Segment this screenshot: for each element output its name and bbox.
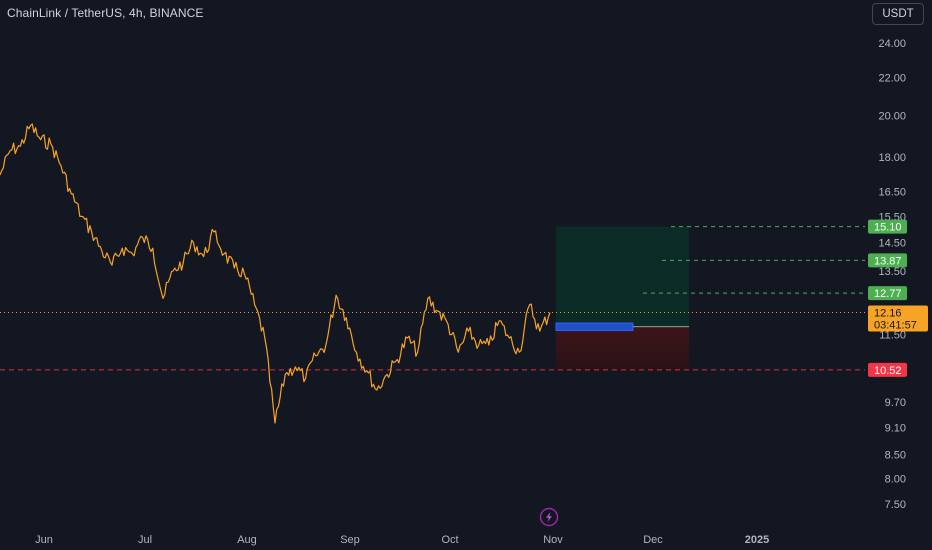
profit-zone[interactable] bbox=[556, 226, 689, 327]
entry-zone[interactable] bbox=[555, 322, 634, 331]
x-axis[interactable]: Jun Jul Aug Sep Oct Nov Dec 2025 bbox=[35, 534, 769, 546]
take-profit-price-badge bbox=[868, 253, 907, 268]
y-tick-label: 16.50 bbox=[878, 187, 906, 199]
x-tick-label: Dec bbox=[643, 534, 663, 546]
y-tick-label: 8.50 bbox=[885, 449, 906, 461]
loss-zone[interactable] bbox=[556, 326, 689, 370]
y-tick-label: 9.70 bbox=[885, 397, 906, 409]
x-tick-label: Jul bbox=[138, 534, 152, 546]
x-tick-label: Oct bbox=[441, 534, 458, 546]
y-tick-label: 18.00 bbox=[878, 152, 906, 164]
x-tick-label: 2025 bbox=[745, 534, 769, 546]
x-tick-label: Nov bbox=[543, 534, 563, 546]
stop-loss-price-badge bbox=[868, 362, 907, 377]
y-tick-label: 8.00 bbox=[885, 473, 906, 485]
take-profit-price-badge-text: 13.87 bbox=[874, 255, 902, 267]
chart-title: ChainLink / TetherUS, 4h, BINANCE bbox=[7, 6, 204, 20]
y-tick-label: 13.50 bbox=[878, 266, 906, 278]
y-tick-label: 24.00 bbox=[878, 38, 906, 50]
take-profit-price-badge bbox=[868, 219, 907, 234]
take-profit-price-badge-text: 12.77 bbox=[874, 288, 902, 300]
y-tick-label: 11.50 bbox=[879, 330, 906, 342]
y-axis[interactable]: 24.0022.0020.0018.0016.5015.5014.5013.50… bbox=[878, 38, 906, 511]
lightning-bolt-icon[interactable] bbox=[539, 507, 559, 527]
take-profit-price-badge bbox=[868, 286, 907, 301]
y-tick-label: 22.00 bbox=[878, 72, 906, 84]
x-tick-label: Aug bbox=[237, 534, 257, 546]
x-tick-label: Sep bbox=[340, 534, 360, 546]
currency-button[interactable]: USDT bbox=[872, 3, 924, 25]
stop-loss-price-badge-text: 10.52 bbox=[874, 365, 902, 377]
price-series-line bbox=[0, 123, 551, 424]
current-price-value: 12.16 bbox=[874, 307, 902, 319]
bar-countdown: 03:41:57 bbox=[874, 319, 917, 331]
x-tick-label: Jun bbox=[35, 534, 53, 546]
y-tick-label: 7.50 bbox=[885, 499, 906, 511]
take-profit-price-badge-text: 15.10 bbox=[874, 222, 902, 234]
y-tick-label: 14.50 bbox=[878, 238, 906, 250]
y-tick-label: 9.10 bbox=[885, 422, 906, 434]
y-tick-label: 20.00 bbox=[878, 110, 906, 122]
current-price-badge bbox=[868, 305, 928, 332]
